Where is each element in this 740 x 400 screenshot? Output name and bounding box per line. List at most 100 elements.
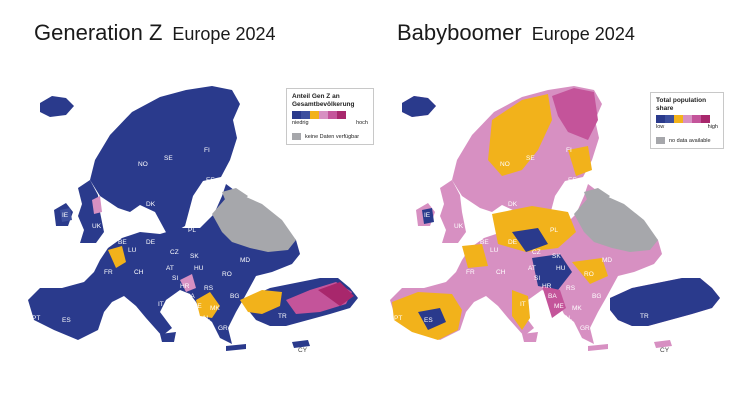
right-label-rs: RS [566, 285, 576, 292]
right-ramp-swatch-6 [701, 115, 710, 123]
right-label-bg: BG [592, 293, 601, 300]
left-ramp-swatch-4 [319, 111, 328, 119]
left-label-lt: LT [204, 201, 211, 208]
right-legend-title: Total population share [656, 97, 707, 112]
left-legend: Anteil Gen Z an Gesamtbevölkerung niedri… [286, 88, 374, 145]
left-label-al: AL [202, 315, 210, 322]
left-albania-pink [180, 274, 196, 292]
right-map-title: Babyboomer Europe 2024 [397, 20, 635, 46]
left-label-ee: EE [206, 177, 215, 184]
left-label-fi: FI [204, 147, 210, 154]
left-label-lu: LU [128, 247, 137, 254]
right-legend-low: low [656, 124, 665, 130]
right-europe-map [390, 86, 720, 351]
right-label-hu: HU [556, 265, 566, 272]
right-finland-high [552, 88, 598, 140]
left-label-be: BE [118, 239, 127, 246]
left-label-es: ES [62, 317, 71, 324]
right-balkans-high [542, 286, 566, 318]
left-europe-map [28, 86, 358, 351]
right-iceland-low [402, 96, 436, 117]
left-legend-ends: niedrig hoch [292, 120, 368, 126]
right-ireland-low [422, 208, 434, 224]
left-label-gr: GR [218, 325, 228, 332]
right-label-ro: RO [584, 271, 594, 278]
right-label-al: AL [564, 315, 572, 322]
left-map-subtitle: Europe 2024 [172, 24, 276, 44]
right-romania-medium [572, 258, 608, 284]
left-country-labels: FI SE NO EE LV LT IE UK DK NL BE DE PL C… [32, 147, 308, 354]
left-label-de: DE [146, 239, 156, 246]
left-label-it: IT [158, 301, 164, 308]
right-label-ch: CH [496, 269, 506, 276]
left-label-me: ME [192, 303, 202, 310]
left-ireland-shade [60, 208, 72, 222]
right-label-de: DE [508, 239, 518, 246]
left-label-ba: BA [186, 293, 195, 300]
left-turkey-west-medium [240, 290, 282, 314]
left-map-title: Generation Z Europe 2024 [34, 20, 276, 46]
right-italy-medium [512, 290, 530, 330]
left-legend-color-ramp [292, 111, 368, 119]
right-label-cy: CY [660, 347, 670, 354]
right-legend-color-ramp [656, 115, 718, 123]
left-ramp-swatch-3 [310, 111, 319, 119]
left-label-at: AT [166, 265, 174, 272]
left-label-si: SI [172, 275, 178, 282]
right-label-lu: LU [490, 247, 499, 254]
left-label-hu: HU [194, 265, 204, 272]
left-label-fr: FR [104, 269, 113, 276]
left-ramp-swatch-5 [328, 111, 337, 119]
right-label-no: NO [500, 161, 510, 168]
left-label-se: SE [164, 155, 173, 162]
left-label-ie: IE [62, 212, 69, 219]
left-no-data-swatch [292, 133, 301, 140]
left-map-title-main: Generation Z [34, 20, 163, 45]
left-label-pt: PT [32, 315, 40, 322]
right-legend: Total population share low high no data … [650, 92, 724, 149]
left-balkans-medium [196, 292, 220, 318]
right-label-it: IT [520, 301, 526, 308]
left-legend-low: niedrig [292, 120, 309, 126]
left-label-bg: BG [230, 293, 239, 300]
right-country-labels: FI SE NO EE LV LT IE UK DK NL BE DE PL C… [394, 147, 670, 354]
right-france-medium [462, 244, 488, 268]
right-ramp-swatch-5 [692, 115, 701, 123]
left-label-hr: HR [180, 283, 190, 290]
left-label-dk: DK [146, 201, 156, 208]
right-label-mk: MK [572, 305, 582, 312]
right-label-lt: LT [566, 201, 573, 208]
right-label-ba: BA [548, 293, 557, 300]
right-legend-no-data: no data available [656, 137, 718, 144]
right-label-fr: FR [466, 269, 475, 276]
left-label-no: NO [138, 161, 148, 168]
left-label-cz: CZ [170, 249, 179, 256]
left-label-tr: TR [278, 313, 287, 320]
left-label-nl: NL [124, 229, 133, 236]
right-label-ee: EE [568, 177, 577, 184]
right-label-gr: GR [580, 325, 590, 332]
left-label-pl: PL [188, 227, 196, 234]
left-label-uk: UK [92, 223, 102, 230]
right-no-data-swatch [656, 137, 665, 144]
left-turkey-southeast-high [318, 282, 354, 306]
right-label-se: SE [526, 155, 535, 162]
left-ramp-swatch-1 [292, 111, 301, 119]
right-label-cz: CZ [532, 249, 541, 256]
right-label-lv: LV [568, 189, 576, 196]
right-legend-high: high [707, 124, 718, 130]
right-label-ie: IE [424, 212, 431, 219]
left-france-medium [108, 246, 126, 268]
left-uk-pink [92, 196, 102, 214]
left-label-mk: MK [210, 305, 220, 312]
right-map-title-main: Babyboomer [397, 20, 522, 45]
right-legend-ends: low high [656, 124, 718, 130]
right-legend-no-data-label: no data available [669, 137, 711, 144]
right-ramp-swatch-3 [674, 115, 683, 123]
right-label-uk: UK [454, 223, 464, 230]
right-central-low [512, 228, 548, 252]
left-label-lv: LV [206, 189, 214, 196]
right-label-me: ME [554, 303, 564, 310]
right-label-pl: PL [550, 227, 558, 234]
right-label-hr: HR [542, 283, 552, 290]
